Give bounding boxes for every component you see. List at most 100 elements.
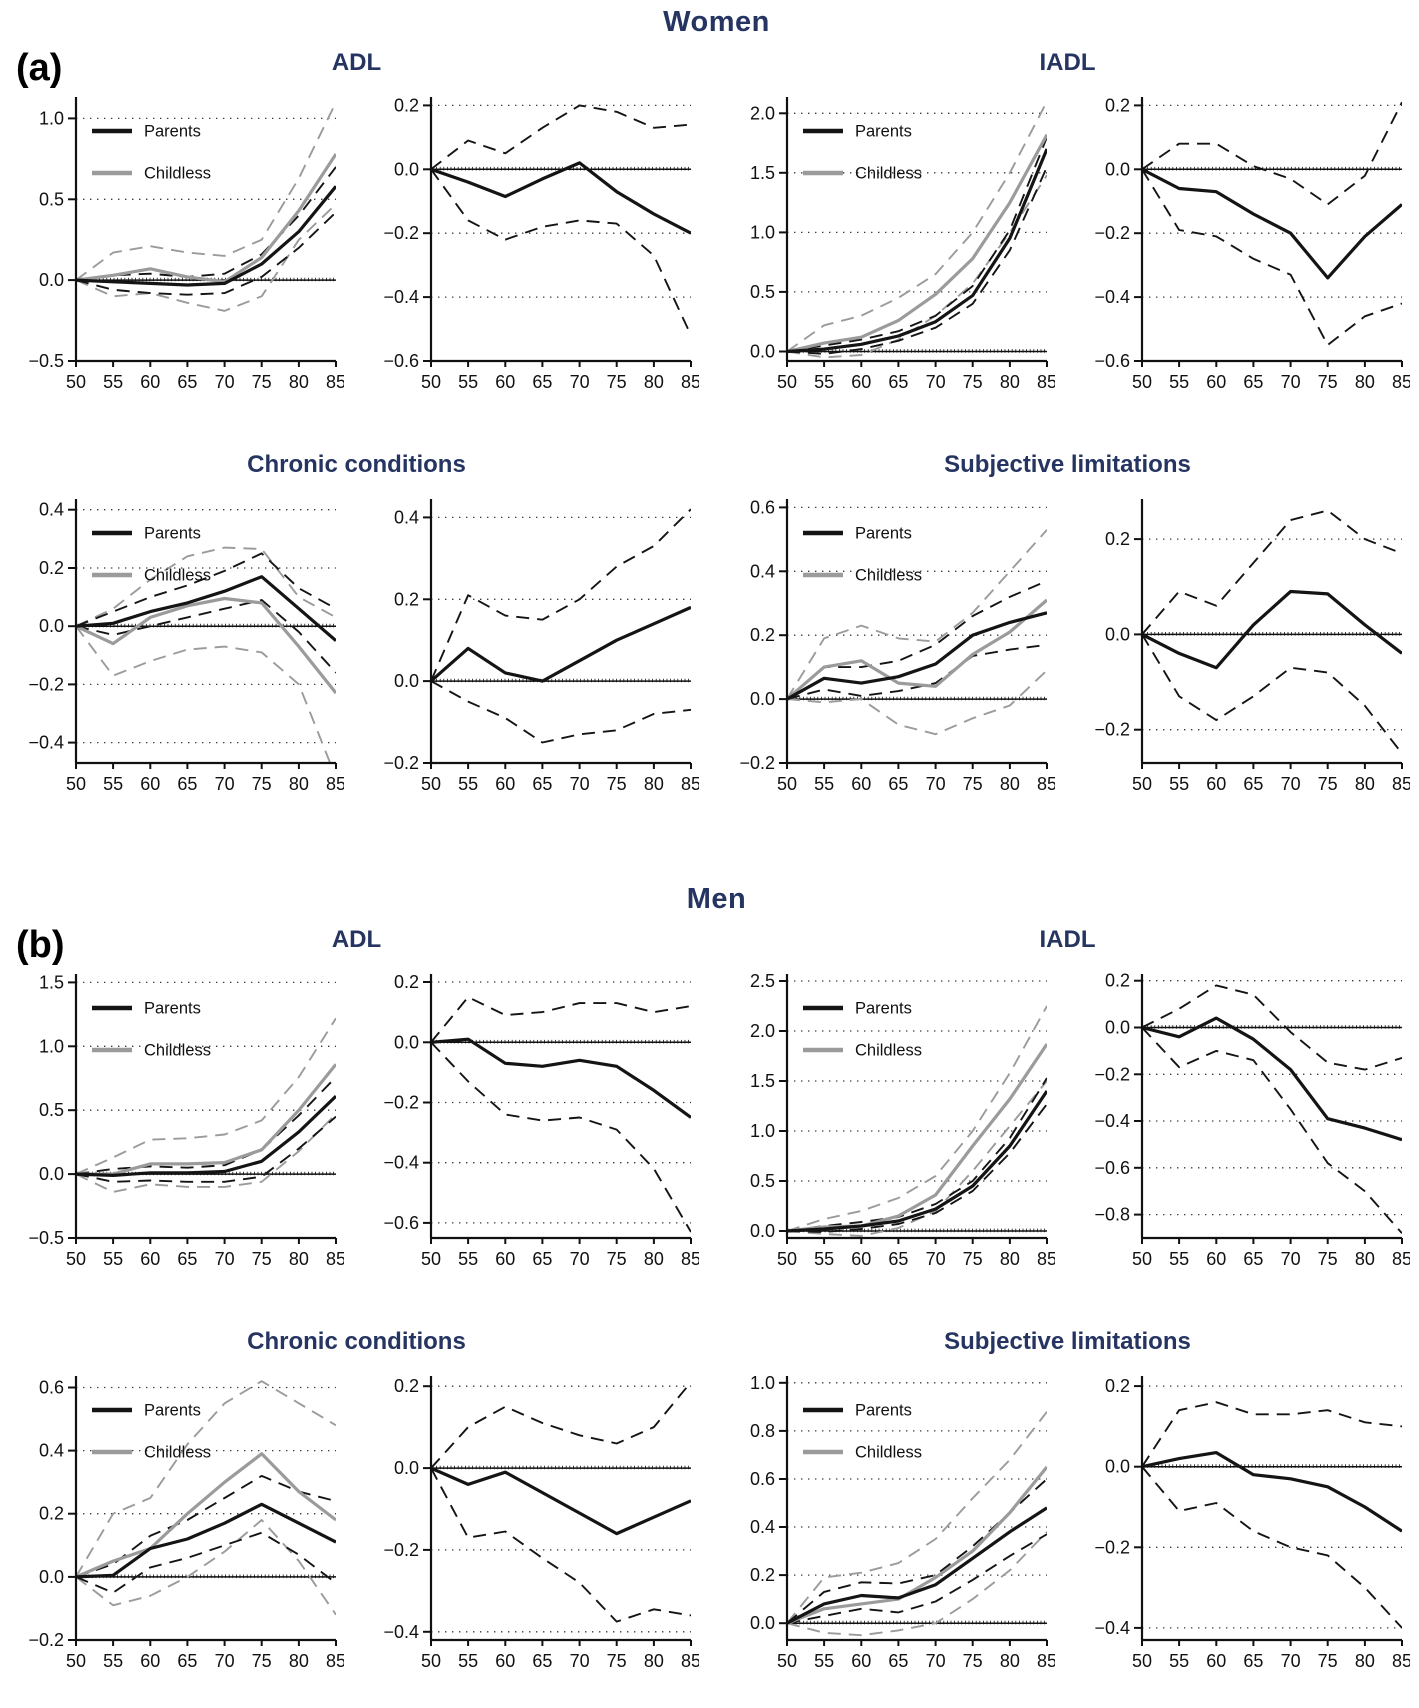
svg-text:−0.2: −0.2 [1094, 720, 1130, 740]
women-chronic-difference-chart: 0.4 0.2 0.0 −0.2 50 55 60 65 70 75 80 85 [369, 491, 701, 801]
w-iadl-diff-svg: 0.2 0.0 −0.2 −0.4 −0.650 55 60 65 70 75 80 85 [1094, 95, 1412, 392]
svg-text:50: 50 [777, 774, 797, 794]
svg-text:75: 75 [252, 1249, 272, 1269]
panel-b-label: (b) [16, 924, 65, 966]
men-chronic-levels-chart: 0.6 0.4 0.2 0.0 −0.2 50 55 60 65 70 75 80 85 Parents C… [14, 1368, 346, 1678]
svg-text:85: 85 [1392, 1249, 1410, 1269]
svg-text:Childless: Childless [855, 1042, 922, 1060]
svg-text:80: 80 [289, 774, 309, 794]
svg-text:65: 65 [888, 774, 908, 794]
svg-text:70: 70 [215, 774, 235, 794]
women-chronic-title: Chronic conditions [247, 451, 466, 478]
svg-text:80: 80 [1000, 372, 1020, 392]
svg-text:55: 55 [458, 1249, 478, 1269]
men-adl-levels-chart: 1.5 1.0 0.5 0.0 −0.5 50 55 60 65 70 75 80 85 Parents C… [14, 966, 346, 1276]
svg-text:80: 80 [1000, 1651, 1020, 1671]
svg-text:50: 50 [421, 1651, 441, 1671]
svg-text:60: 60 [851, 1651, 871, 1671]
svg-text:75: 75 [963, 1651, 983, 1671]
svg-text:65: 65 [888, 372, 908, 392]
m-adl-diff-svg: 0.2 0.0 −0.2 −0.4 −0.650 55 60 65 70 75 80 85 [383, 972, 701, 1269]
svg-text:0.0: 0.0 [750, 1221, 775, 1241]
svg-text:0.2: 0.2 [750, 625, 775, 645]
svg-text:55: 55 [458, 774, 478, 794]
svg-text:−0.2: −0.2 [1094, 223, 1130, 243]
svg-text:70: 70 [1281, 1249, 1301, 1269]
svg-text:−0.8: −0.8 [1094, 1205, 1130, 1225]
svg-text:85: 85 [326, 1249, 344, 1269]
men-section-title: Men [686, 883, 747, 915]
men-adl-title: ADL [331, 926, 382, 953]
svg-text:65: 65 [532, 774, 552, 794]
svg-text:55: 55 [103, 774, 123, 794]
svg-text:−0.5: −0.5 [28, 1228, 64, 1248]
svg-text:−0.2: −0.2 [28, 674, 64, 694]
m-chronic-main-svg: 0.6 0.4 0.2 0.0 −0.250 55 60 65 70 75 80 85 Parents C… [28, 1376, 346, 1671]
svg-text:−0.4: −0.4 [1094, 1111, 1130, 1131]
svg-text:75: 75 [607, 1249, 627, 1269]
svg-text:65: 65 [177, 774, 197, 794]
svg-text:1.5: 1.5 [39, 972, 64, 992]
women-subjective-difference-chart: 0.2 0.0 −0.2 50 55 60 65 70 75 80 85 [1080, 491, 1412, 801]
women-row1-titles: (a) ADL IADL [14, 49, 1419, 87]
svg-text:−0.2: −0.2 [383, 753, 419, 773]
svg-text:Childless: Childless [855, 1444, 922, 1462]
men-adl-difference-chart: 0.2 0.0 −0.2 −0.4 −0.6 50 55 60 65 70 75 80 85 [369, 966, 701, 1276]
svg-text:50: 50 [421, 372, 441, 392]
men-iadl-levels-chart: 2.5 2.0 1.5 1.0 0.5 0.0 50 55 60 65 70 75 80 85 Parent… [725, 966, 1057, 1276]
m-iadl-diff-svg: 0.2 0.0 −0.2 −0.4 −0.6 −0.8 50 55 60 65 70 75 80 85 [1094, 971, 1412, 1269]
svg-text:85: 85 [681, 1249, 699, 1269]
svg-text:Childless: Childless [144, 1042, 211, 1060]
svg-text:Parents: Parents [144, 525, 201, 543]
svg-text:65: 65 [888, 1651, 908, 1671]
svg-text:85: 85 [1037, 1249, 1055, 1269]
women-chronic-levels-chart: 0.4 0.2 0.0 −0.2 −0.4 50 55 60 65 70 75 80 85 Parents… [14, 491, 346, 801]
svg-text:75: 75 [607, 372, 627, 392]
svg-text:50: 50 [421, 1249, 441, 1269]
women-iadl-title: IADL [1039, 49, 1096, 76]
svg-text:60: 60 [495, 1651, 515, 1671]
men-row2-charts: 0.6 0.4 0.2 0.0 −0.2 50 55 60 65 70 75 80 85 Parents C… [14, 1368, 1419, 1678]
svg-text:80: 80 [644, 1249, 664, 1269]
svg-text:60: 60 [495, 372, 515, 392]
svg-text:60: 60 [495, 1249, 515, 1269]
svg-text:0.0: 0.0 [1105, 624, 1130, 644]
svg-text:0.2: 0.2 [1105, 529, 1130, 549]
svg-text:0.6: 0.6 [750, 1469, 775, 1489]
women-iadl-difference-chart: 0.2 0.0 −0.2 −0.4 −0.6 50 55 60 65 70 75 80 85 [1080, 89, 1412, 399]
women-row1-charts: 1.0 0.5 0.0 −0.5 50 55 60 65 70 75 80 85 Parents Chil… [14, 89, 1419, 399]
svg-text:−0.2: −0.2 [383, 1093, 419, 1113]
svg-text:Childless: Childless [144, 165, 211, 183]
svg-text:0.0: 0.0 [39, 1164, 64, 1184]
svg-text:80: 80 [1355, 774, 1375, 794]
svg-text:−0.4: −0.4 [383, 287, 419, 307]
svg-text:85: 85 [1392, 774, 1410, 794]
svg-text:85: 85 [1392, 372, 1410, 392]
women-section-title: Women [663, 6, 770, 38]
svg-text:0.5: 0.5 [750, 1171, 775, 1191]
svg-text:−0.2: −0.2 [383, 1540, 419, 1560]
svg-text:75: 75 [1318, 1651, 1338, 1671]
svg-text:0.0: 0.0 [750, 689, 775, 709]
svg-text:70: 70 [926, 1249, 946, 1269]
w-iadl-main-svg: 2.0 1.5 1.0 0.5 0.050 55 60 65 70 75 80 85 Parents Ch… [750, 97, 1057, 392]
svg-text:55: 55 [814, 774, 834, 794]
svg-text:75: 75 [963, 372, 983, 392]
svg-text:60: 60 [1206, 1249, 1226, 1269]
svg-text:Parents: Parents [144, 1000, 201, 1018]
men-iadl-difference-chart: 0.2 0.0 −0.2 −0.4 −0.6 −0.8 50 55 60 65 70 75 80 85 [1080, 966, 1412, 1276]
svg-text:0.0: 0.0 [1105, 159, 1130, 179]
svg-text:65: 65 [177, 372, 197, 392]
men-section: Men (b) ADL IADL 1.5 1.0 0.5 0.0 −0.5 50 55 60 6… [14, 883, 1419, 1678]
svg-text:85: 85 [681, 1651, 699, 1671]
svg-text:60: 60 [851, 774, 871, 794]
svg-text:−0.4: −0.4 [383, 1153, 419, 1173]
svg-text:1.0: 1.0 [750, 1121, 775, 1141]
svg-text:0.2: 0.2 [394, 972, 419, 992]
svg-text:0.4: 0.4 [750, 561, 775, 581]
svg-text:75: 75 [252, 774, 272, 794]
svg-text:0.5: 0.5 [750, 282, 775, 302]
svg-text:Parents: Parents [855, 123, 912, 141]
svg-text:−0.5: −0.5 [28, 351, 64, 371]
